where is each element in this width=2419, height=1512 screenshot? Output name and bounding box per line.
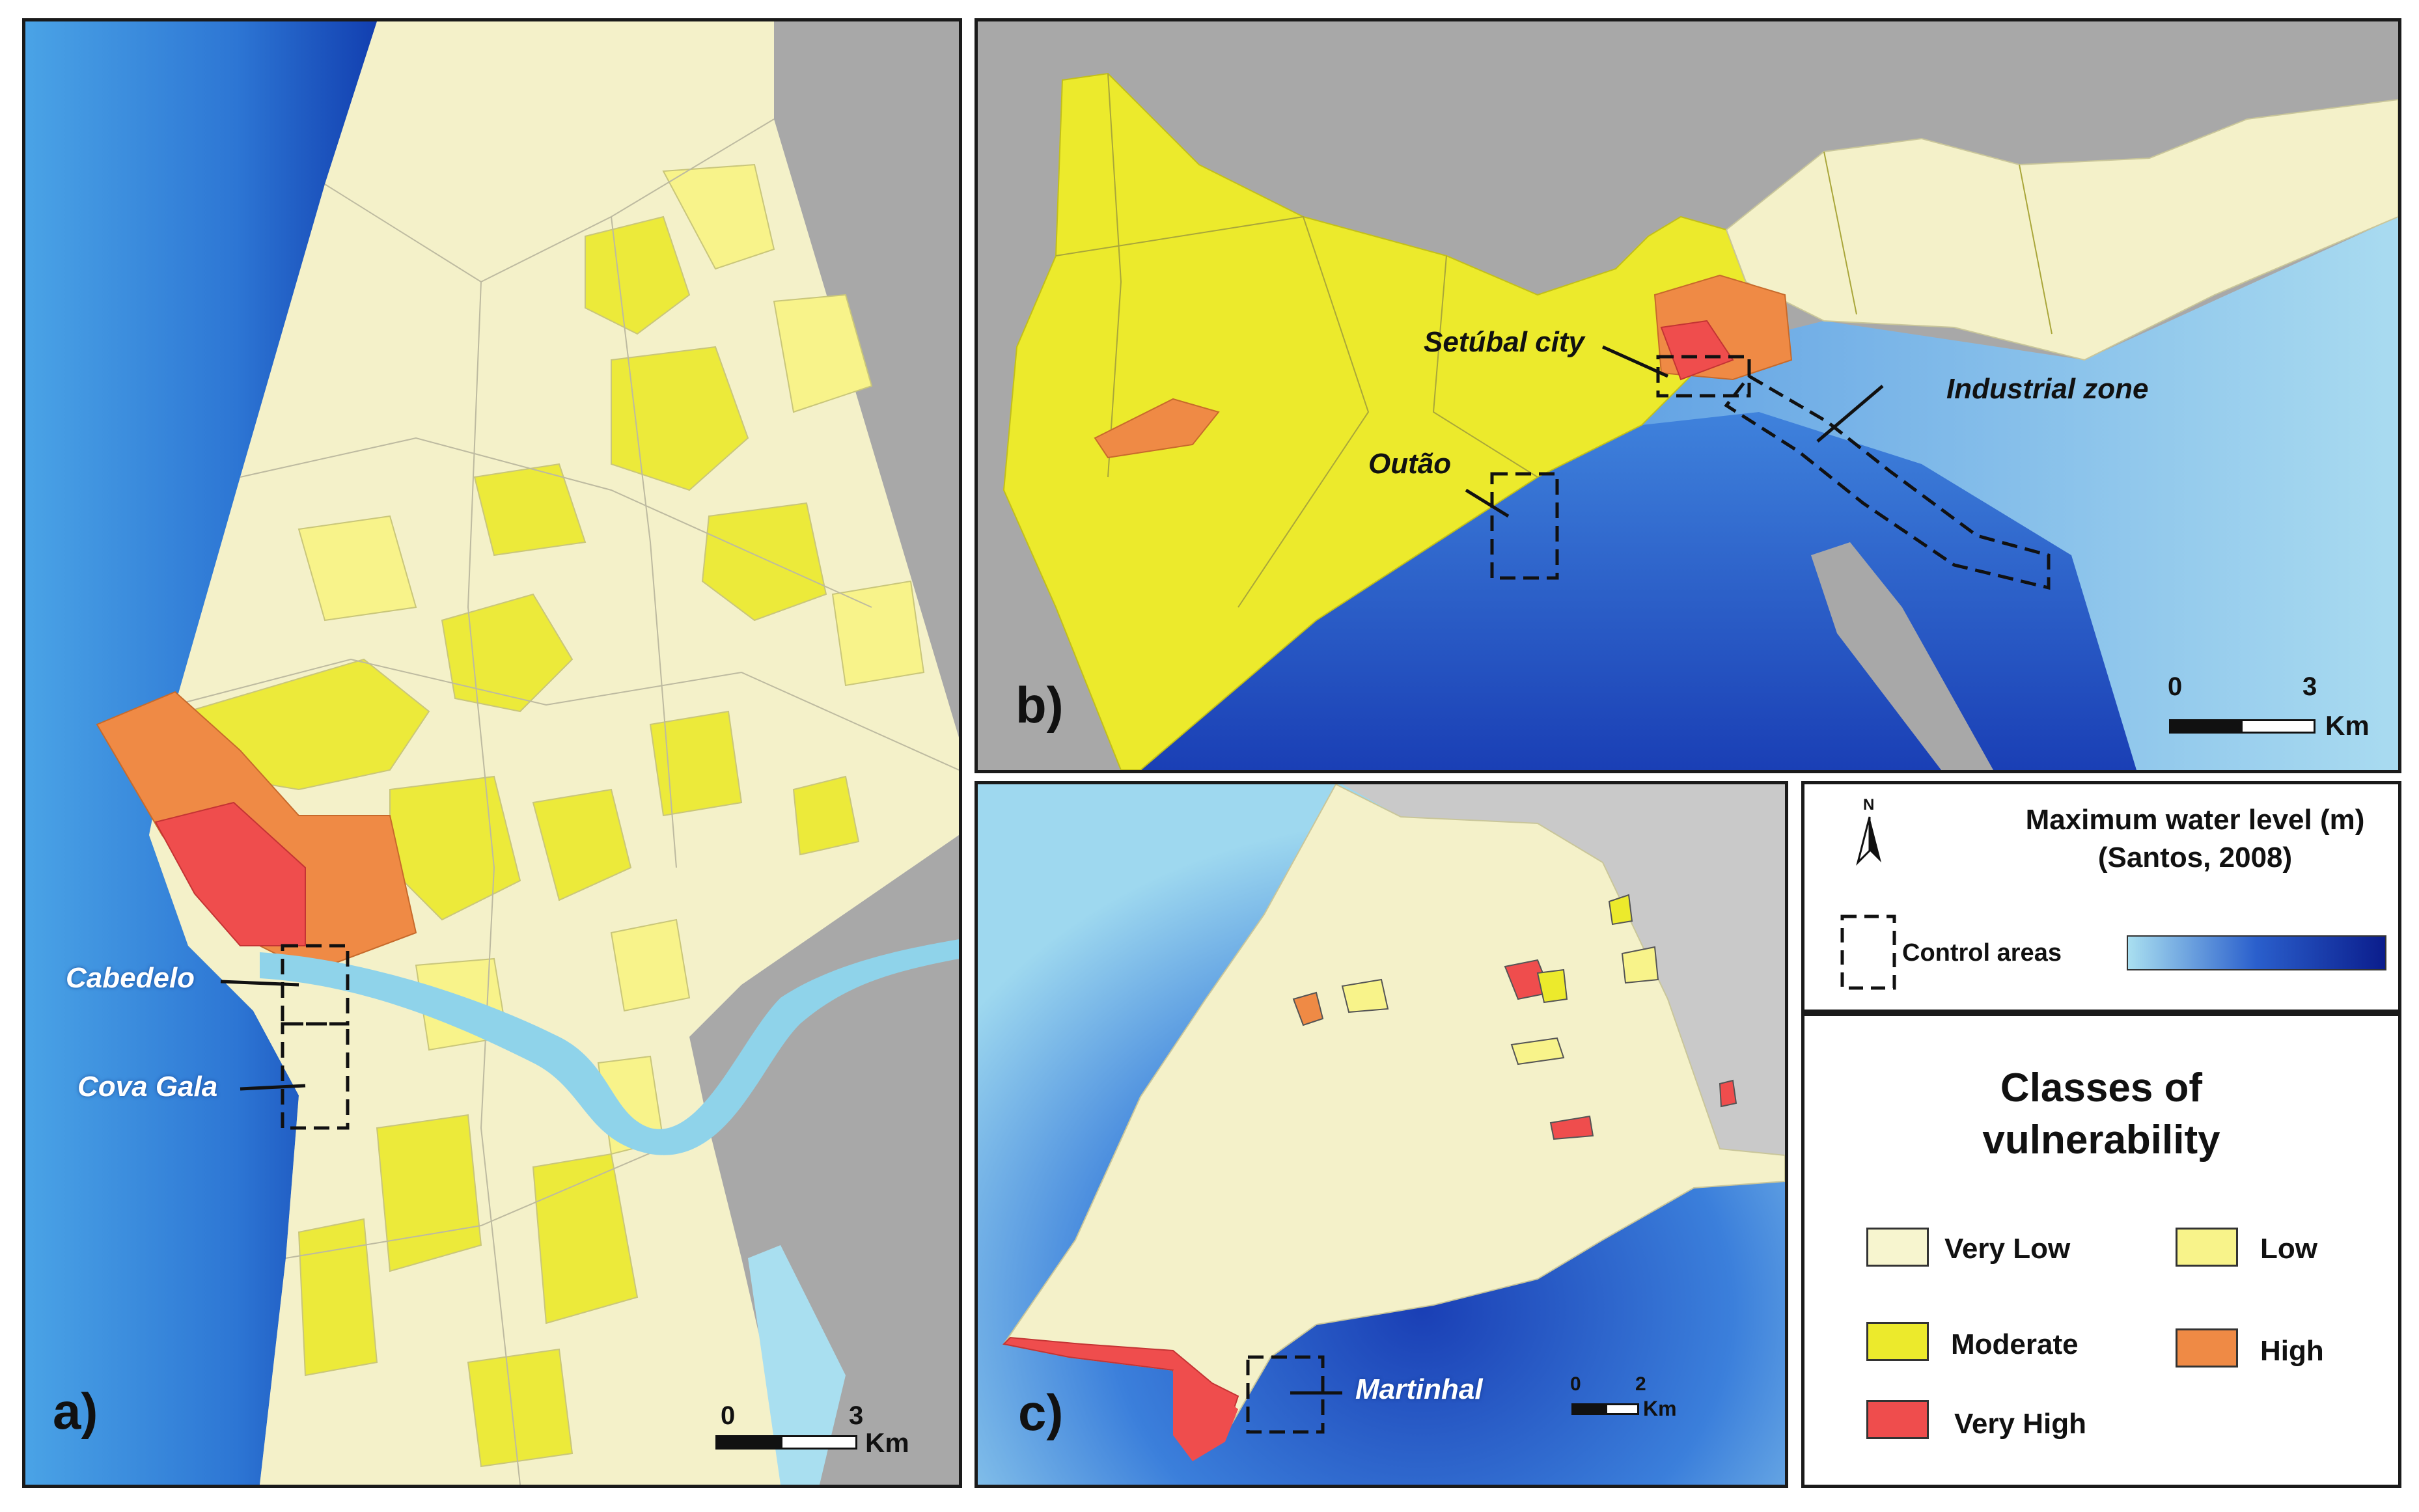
- water-level-title: Maximum water level (m): [2025, 804, 2365, 836]
- control-area-box-setubal: [1656, 355, 1751, 398]
- very-high-coast: [1002, 1336, 1239, 1443]
- leader-line-cabedelo: [220, 980, 299, 987]
- parish-boundaries: [1055, 73, 2053, 608]
- estuary-channel: [748, 1245, 846, 1485]
- scale-zero-c: 0: [1570, 1373, 1581, 1395]
- scale-zero-b: 0: [2168, 672, 2183, 701]
- mondego-river: [260, 939, 959, 1155]
- class-label-low: Low: [2260, 1233, 2317, 1265]
- swatch-very-high: [1866, 1400, 1929, 1439]
- panel-label-a: a): [53, 1382, 98, 1440]
- leader-line-setubal: [1601, 345, 1669, 378]
- scale-max-b: 3: [2302, 672, 2317, 701]
- class-label-very-low: Very Low: [1944, 1233, 2071, 1265]
- swatch-low: [2176, 1228, 2238, 1267]
- place-label-cova-gala: Cova Gala: [77, 1071, 218, 1103]
- control-area-symbol: [1840, 914, 1896, 990]
- class-label-moderate: Moderate: [1951, 1328, 2079, 1360]
- scale-bar-a: 0 3 Km: [715, 1401, 959, 1473]
- panel-label-c: c): [1018, 1384, 1064, 1441]
- map-panel-b: Setúbal city Industrial zone Outão b) 0 …: [975, 18, 2401, 773]
- place-label-setubal: Setúbal city: [1424, 326, 1584, 358]
- peninsula-spit: [1811, 542, 1993, 770]
- high-zone-west: [1094, 398, 1220, 459]
- control-area-box-cova-gala: [281, 1022, 350, 1130]
- panel-label-b: b): [1016, 676, 1064, 734]
- scale-segment-light-b: [2241, 719, 2315, 734]
- sea-area: [25, 21, 377, 1485]
- map-b-graphic: [978, 21, 2398, 770]
- scale-unit-c: Km: [1643, 1397, 1677, 1420]
- very-high-cape: [1173, 1370, 1238, 1461]
- scale-segment-dark-c: [1571, 1403, 1605, 1415]
- legend-vulnerability: Classes of vulnerability Very Low Low Mo…: [1801, 1013, 2401, 1488]
- place-label-cabedelo: Cabedelo: [66, 962, 195, 994]
- swatch-very-low: [1866, 1228, 1929, 1267]
- scale-bar-b: 0 3 Km: [2163, 672, 2397, 757]
- north-label: N: [1863, 796, 1875, 814]
- classes-title-line2: vulnerability: [1982, 1118, 2220, 1162]
- swatch-high: [2176, 1328, 2238, 1368]
- control-area-box-outao: [1490, 472, 1559, 580]
- parish-boundaries: [174, 118, 959, 1485]
- legend-water: N Maximum water level (m) (Santos, 2008)…: [1801, 781, 2401, 1013]
- leader-line-industrial: [1816, 385, 1884, 443]
- leader-line-outao: [1465, 488, 1510, 518]
- classes-title-line1: Classes of: [2000, 1065, 2203, 1110]
- map-panel-c: Martinhal c) 0 2 Km: [975, 781, 1788, 1488]
- scale-segment-dark-b: [2169, 719, 2241, 734]
- scale-bar-c: 0 2 Km: [1570, 1373, 1726, 1432]
- very-high-zone-city: [1660, 320, 1734, 381]
- gray-land: [1342, 784, 1785, 1155]
- scale-max-c: 2: [1635, 1373, 1646, 1395]
- swatch-moderate: [1866, 1322, 1929, 1361]
- east-land: [1725, 98, 2398, 361]
- place-label-industrial: Industrial zone: [1946, 373, 2149, 405]
- scale-max-a: 3: [849, 1401, 864, 1430]
- control-areas-label: Control areas: [1902, 939, 2062, 967]
- water-level-source: (Santos, 2008): [2097, 842, 2293, 873]
- north-arrow-icon: [1856, 816, 1881, 866]
- place-label-martinhal: Martinhal: [1355, 1373, 1483, 1405]
- class-label-very-high: Very High: [1954, 1408, 2086, 1440]
- scale-zero-a: 0: [721, 1401, 736, 1430]
- control-area-box-martinhal: [1246, 1355, 1325, 1434]
- class-label-high: High: [2260, 1335, 2324, 1367]
- map-panel-a: Cabedelo Cova Gala a) 0 3 Km: [22, 18, 962, 1488]
- water-level-gradient: [2127, 935, 2386, 970]
- map-c-graphic: [978, 784, 1785, 1485]
- scale-segment-dark-a: [715, 1435, 781, 1450]
- coastal-land: [149, 21, 959, 1485]
- scale-unit-b: Km: [2325, 710, 2370, 741]
- leader-line-cova-gala: [240, 1084, 306, 1091]
- scale-segment-light-a: [781, 1435, 857, 1450]
- scale-segment-light-c: [1605, 1403, 1639, 1415]
- place-label-outao: Outão: [1368, 448, 1452, 480]
- scale-unit-a: Km: [865, 1427, 909, 1458]
- map-a-graphic: [25, 21, 959, 1485]
- moderate-zones: [187, 215, 860, 1468]
- inland-patches: [1292, 894, 1737, 1140]
- control-area-box-industrial: [1724, 374, 2051, 590]
- very-high-zone: [154, 801, 306, 946]
